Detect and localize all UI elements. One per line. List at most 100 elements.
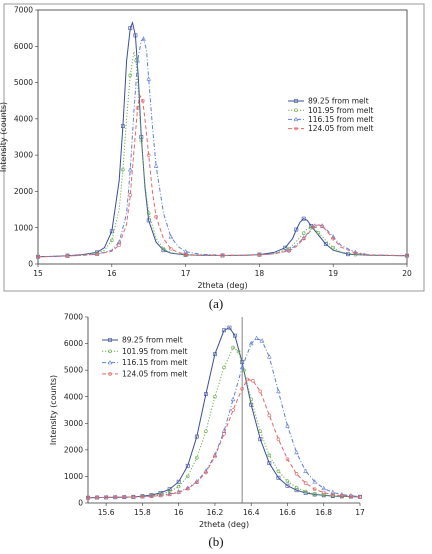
data-point xyxy=(294,488,299,493)
x-tick-label: 15 xyxy=(33,269,43,278)
panel-a-caption: (a) xyxy=(209,296,223,311)
chart-a: 15 16 17 18 19 20 0 1000 2000 3000 4000 5000 6000 700… xyxy=(0,6,412,290)
data-point xyxy=(285,423,290,428)
data-point xyxy=(222,365,226,370)
data-point xyxy=(405,253,409,258)
data-point xyxy=(220,253,225,258)
data-point xyxy=(312,224,317,229)
legend-label: 89.25 from melt xyxy=(308,97,369,106)
y-tick-label: 4000 xyxy=(64,392,83,401)
data-point xyxy=(65,254,70,258)
series-line-3 xyxy=(37,38,408,258)
data-point xyxy=(141,36,146,41)
data-point xyxy=(128,73,133,78)
data-point xyxy=(276,437,281,442)
data-point xyxy=(139,138,144,143)
series-line-2 xyxy=(37,51,408,258)
data-point xyxy=(294,485,299,490)
data-point xyxy=(154,215,158,219)
data-point xyxy=(167,492,172,497)
data-point xyxy=(346,252,350,257)
data-point xyxy=(331,236,336,241)
data-point xyxy=(203,392,208,396)
data-point xyxy=(195,456,199,460)
y-axis-label: Intensity (counts) xyxy=(0,102,8,172)
data-point xyxy=(161,248,166,253)
data-point xyxy=(161,246,166,251)
x-tick-label: 16 xyxy=(174,508,184,517)
data-point xyxy=(110,238,114,243)
y-tick-label: 0 xyxy=(78,499,83,508)
data-point xyxy=(232,333,237,338)
data-point xyxy=(222,328,226,333)
data-point xyxy=(167,491,172,496)
x-tick-label: 18 xyxy=(255,269,265,278)
legend-marker xyxy=(107,359,113,365)
data-point xyxy=(321,485,327,491)
data-point xyxy=(267,461,272,466)
data-point xyxy=(146,218,151,223)
data-point xyxy=(240,360,245,365)
data-point xyxy=(267,354,272,359)
legend-marker xyxy=(108,349,112,354)
y-tick-label: 5000 xyxy=(64,366,83,375)
y-tick-label: 5000 xyxy=(14,78,33,87)
data-point xyxy=(301,236,306,241)
data-point xyxy=(109,229,114,234)
legend-label: 101.95 from melt xyxy=(308,106,373,115)
legend-marker xyxy=(293,116,299,122)
data-point xyxy=(140,494,145,499)
data-point xyxy=(349,494,353,499)
data-point xyxy=(222,432,226,436)
data-point xyxy=(312,223,318,228)
data-point xyxy=(168,234,174,239)
x-tick-label: 16.4 xyxy=(243,508,260,517)
series-line-4 xyxy=(87,378,361,499)
data-point xyxy=(319,223,325,228)
data-point xyxy=(320,224,324,229)
legend-label: 124.05 from melt xyxy=(122,370,187,379)
data-point xyxy=(167,487,172,492)
data-point xyxy=(176,490,181,495)
data-point xyxy=(149,494,154,499)
data-point xyxy=(259,338,265,343)
x-tick-label: 15.6 xyxy=(98,508,115,517)
series-line-2 xyxy=(87,346,361,499)
data-point xyxy=(301,216,306,221)
data-point xyxy=(176,479,181,484)
y-tick-label: 6000 xyxy=(14,42,33,51)
legend-label: 101.95 from melt xyxy=(122,347,187,356)
series-line-1 xyxy=(37,21,408,258)
data-point xyxy=(213,394,217,399)
data-point xyxy=(176,484,181,489)
y-tick-label: 3000 xyxy=(14,151,33,160)
data-point xyxy=(303,489,308,494)
data-point xyxy=(213,352,217,357)
x-tick-label: 17 xyxy=(355,508,365,517)
data-point xyxy=(131,495,136,499)
legend-label: 116.15 from melt xyxy=(122,358,187,367)
x-tick-label: 19 xyxy=(328,269,338,278)
data-point xyxy=(340,494,344,498)
data-point xyxy=(169,246,173,251)
data-point xyxy=(121,167,125,172)
data-point xyxy=(239,364,245,370)
data-point xyxy=(294,227,299,232)
data-point xyxy=(254,335,259,340)
data-point xyxy=(146,211,151,215)
data-point xyxy=(267,453,272,457)
data-point xyxy=(236,349,241,354)
y-tick-label: 7000 xyxy=(14,6,33,15)
legend-marker xyxy=(294,99,298,103)
data-point xyxy=(231,345,235,350)
data-point xyxy=(276,475,281,480)
data-point xyxy=(95,252,99,257)
data-point xyxy=(128,193,133,197)
legend-label: 89.25 from melt xyxy=(122,336,183,345)
data-point xyxy=(185,485,191,490)
x-axis-label: 2theta (deg) xyxy=(197,281,247,290)
y-tick-label: 3000 xyxy=(64,419,83,428)
legend-marker xyxy=(294,108,298,112)
data-point xyxy=(330,492,335,497)
